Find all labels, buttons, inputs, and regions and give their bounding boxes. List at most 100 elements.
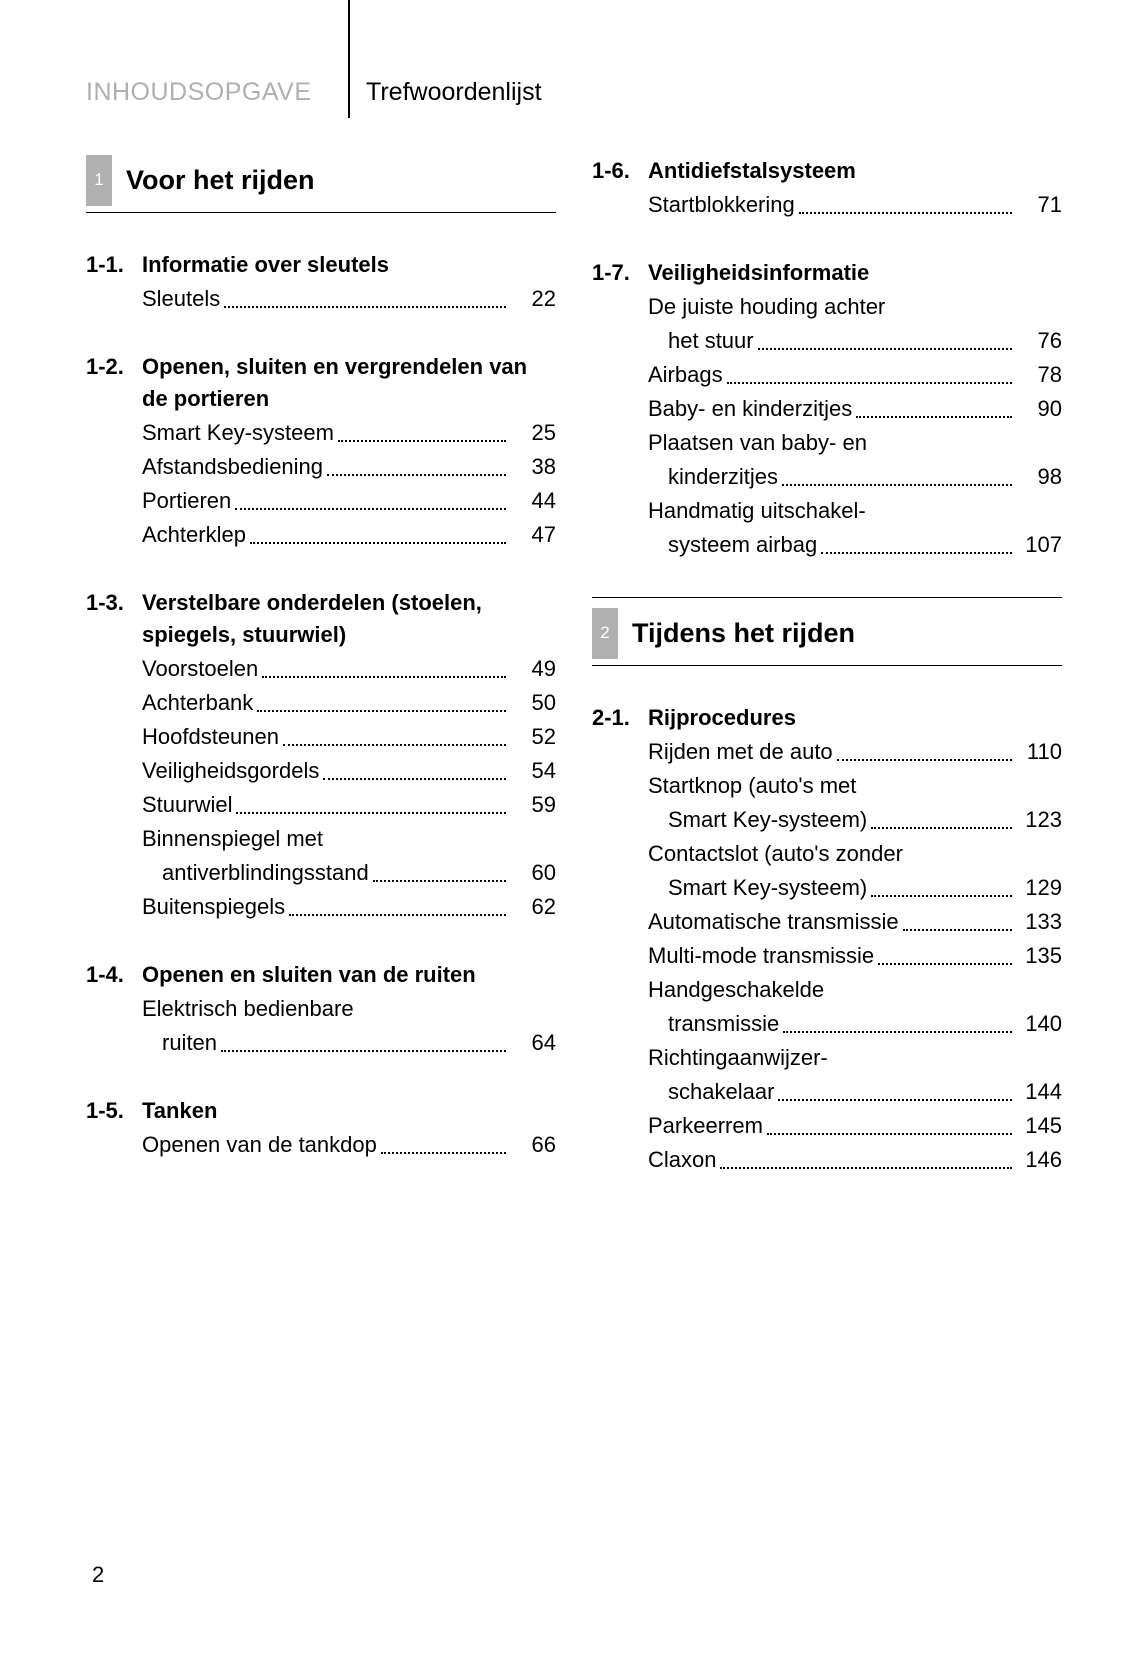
entry-label: Afstandsbediening: [142, 451, 323, 483]
toc-entry: Veiligheidsgordels 54: [142, 755, 556, 787]
toc-entry-line2: Smart Key-systeem)123: [648, 804, 1062, 836]
toc-entry-line1: Contactslot (auto's zonder: [648, 838, 1062, 870]
chapter-number: 1: [86, 155, 112, 206]
toc-entry-line2: Smart Key-systeem)129: [648, 872, 1062, 904]
toc-entry-line2: antiverblindingsstand60: [142, 857, 556, 889]
toc-entry-line1: Binnenspiegel met: [142, 823, 556, 855]
toc-entry: Startblokkering71: [648, 189, 1062, 221]
toc-entry-line1: Elektrisch bedienbare: [142, 993, 556, 1025]
toc-entry-line1: Plaatsen van baby- en: [648, 427, 1062, 459]
leader-dots: [758, 348, 1012, 350]
entry-label-cont: transmissie: [648, 1008, 779, 1040]
leader-dots: [224, 306, 506, 308]
section-title: Rijprocedures: [648, 702, 1062, 734]
toc-entry: Baby- en kinderzitjes90: [648, 393, 1062, 425]
header-divider: [348, 0, 350, 118]
entry-label: Binnenspiegel met: [142, 823, 323, 855]
toc-entry-line2: schakelaar 144: [648, 1076, 1062, 1108]
toc-entry: Afstandsbediening 38: [142, 451, 556, 483]
toc-section: 1-4.Openen en sluiten van de ruitenElekt…: [86, 959, 556, 1061]
section-number: 1-6.: [592, 155, 648, 223]
leader-dots: [878, 963, 1012, 965]
entry-page: 107: [1016, 529, 1062, 561]
entry-label: Achterklep: [142, 519, 246, 551]
entry-label-cont: systeem airbag: [648, 529, 817, 561]
entry-label: Parkeerrem: [648, 1110, 763, 1142]
entry-label: Richtingaanwijzer-: [648, 1042, 828, 1074]
toc-entry: Claxon 146: [648, 1144, 1062, 1176]
leader-dots: [381, 1152, 506, 1154]
entry-label-cont: het stuur: [648, 325, 754, 357]
entry-page: 76: [1016, 325, 1062, 357]
toc-entry: Portieren44: [142, 485, 556, 517]
section-number: 1-4.: [86, 959, 142, 1061]
entry-label: Voorstoelen: [142, 653, 258, 685]
section-body: TankenOpenen van de tankdop 66: [142, 1095, 556, 1163]
entry-page: 47: [510, 519, 556, 551]
chapter-row: 2Tijdens het rijden: [592, 608, 1062, 659]
entry-page: 110: [1016, 736, 1062, 768]
leader-dots: [373, 880, 506, 882]
entry-page: 133: [1016, 906, 1062, 938]
toc-entry-line2: ruiten 64: [142, 1027, 556, 1059]
entry-label: Contactslot (auto's zonder: [648, 838, 903, 870]
leader-dots: [856, 416, 1012, 418]
entry-label: Achterbank: [142, 687, 253, 719]
entry-page: 64: [510, 1027, 556, 1059]
entry-label: Handgeschakelde: [648, 974, 824, 1006]
toc-entry: Openen van de tankdop 66: [142, 1129, 556, 1161]
chapter-title: Voor het rijden: [112, 155, 556, 206]
entry-page: 38: [510, 451, 556, 483]
leader-dots: [782, 484, 1012, 486]
entry-label-cont: Smart Key-systeem): [648, 804, 867, 836]
entry-page: 129: [1016, 872, 1062, 904]
entry-label: De juiste houding achter: [648, 291, 885, 323]
toc-section: 1-7.VeiligheidsinformatieDe juiste houdi…: [592, 257, 1062, 563]
toc-entry: Multi-mode transmissie135: [648, 940, 1062, 972]
leader-dots: [327, 474, 506, 476]
entry-page: 144: [1016, 1076, 1062, 1108]
section-body: Verstelbare onderdelen (stoelen, spiegel…: [142, 587, 556, 925]
toc-entry-line2: transmissie140: [648, 1008, 1062, 1040]
toc-entry-line1: Handgeschakelde: [648, 974, 1062, 1006]
chapter-title: Tijdens het rijden: [618, 608, 1062, 659]
entry-page: 54: [510, 755, 556, 787]
toc-entry: Automatische transmissie133: [648, 906, 1062, 938]
leader-dots: [323, 778, 506, 780]
entry-label: Buitenspiegels: [142, 891, 285, 923]
entry-label-cont: schakelaar: [648, 1076, 774, 1108]
entry-page: 25: [510, 417, 556, 449]
toc-entry-line1: Richtingaanwijzer-: [648, 1042, 1062, 1074]
columns: 1Voor het rijden 1-1.Informatie over sleu…: [86, 155, 1066, 1212]
entry-page: 146: [1016, 1144, 1062, 1176]
entry-page: 90: [1016, 393, 1062, 425]
toc-entry-line2: kinderzitjes 98: [648, 461, 1062, 493]
entry-label: Hoofdsteunen: [142, 721, 279, 753]
entry-page: 78: [1016, 359, 1062, 391]
entry-label: Veiligheidsgordels: [142, 755, 319, 787]
toc-entry: Airbags78: [648, 359, 1062, 391]
left-column: 1Voor het rijden 1-1.Informatie over sleu…: [86, 155, 556, 1212]
chapter-rule: [86, 212, 556, 213]
toc-section: 1-1.Informatie over sleutelsSleutels22: [86, 249, 556, 317]
entry-label-cont: kinderzitjes: [648, 461, 778, 493]
section-body: Openen en sluiten van de ruitenElektrisc…: [142, 959, 556, 1061]
toc-entry: Parkeerrem145: [648, 1110, 1062, 1142]
entry-page: 98: [1016, 461, 1062, 493]
entry-label: Rijden met de auto: [648, 736, 833, 768]
section-number: 1-7.: [592, 257, 648, 563]
header-row: INHOUDSOPGAVE Trefwoordenlijst: [86, 78, 1066, 107]
section-title: Tanken: [142, 1095, 556, 1127]
toc-entry-line1: De juiste houding achter: [648, 291, 1062, 323]
entry-page: 52: [510, 721, 556, 753]
toc-entry: Rijden met de auto 110: [648, 736, 1062, 768]
entry-label: Claxon: [648, 1144, 716, 1176]
leader-dots: [821, 552, 1012, 554]
toc-section: 1-5.TankenOpenen van de tankdop66: [86, 1095, 556, 1163]
entry-label-cont: ruiten: [142, 1027, 217, 1059]
chapter-row: 1Voor het rijden: [86, 155, 556, 206]
entry-label: Openen van de tankdop: [142, 1129, 377, 1161]
toc-entry: Hoofdsteunen 52: [142, 721, 556, 753]
entry-page: 66: [510, 1129, 556, 1161]
leader-dots: [250, 542, 506, 544]
